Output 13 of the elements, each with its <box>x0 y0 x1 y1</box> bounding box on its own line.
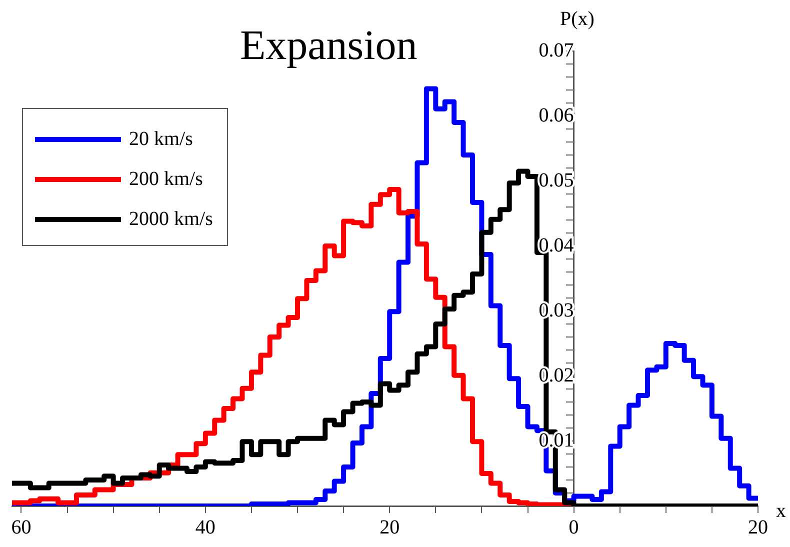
y-tick-label: 0.05 <box>538 169 574 192</box>
x-tick-label: 0 <box>568 516 579 538</box>
x-tick-label: 60 <box>11 516 32 538</box>
legend-label: 200 km/s <box>129 168 203 190</box>
x-tick-label: 20 <box>748 516 768 538</box>
legend-label: 2000 km/s <box>129 208 213 230</box>
x-tick-label: 40 <box>195 516 216 538</box>
x-tick-label: 20 <box>380 516 400 538</box>
legend-label: 20 km/s <box>129 128 193 150</box>
chart-title: Expansion <box>240 22 418 70</box>
x-axis-title: x <box>776 500 786 523</box>
y-tick-label: 0.07 <box>538 39 574 62</box>
y-axis-title: P(x) <box>560 8 594 31</box>
